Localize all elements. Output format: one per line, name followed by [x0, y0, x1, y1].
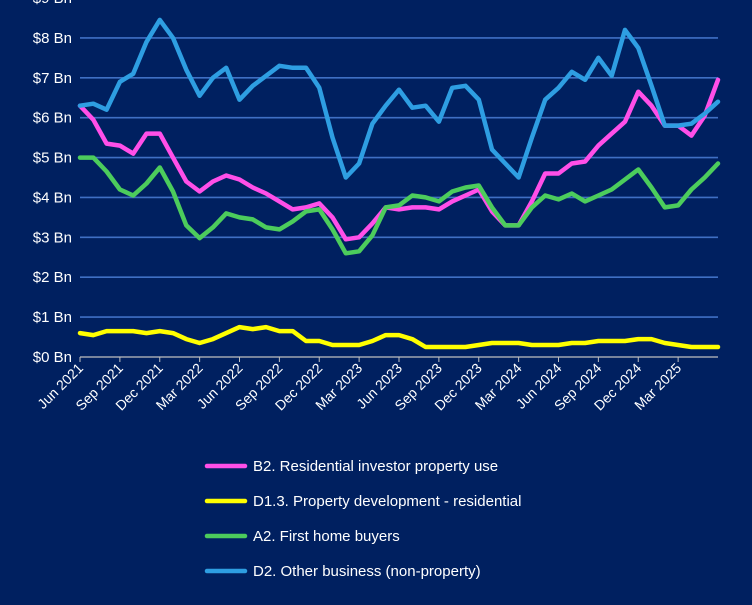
y-tick-label: $0 Bn: [33, 349, 72, 366]
series-layer: [77, 17, 721, 350]
y-tick-label: $5 Bn: [33, 150, 72, 167]
y-tick-label: $4 Bn: [33, 189, 72, 206]
y-tick-label: $8 Bn: [33, 30, 72, 47]
y-axis-ticks: $0 Bn $1 Bn $2 Bn $3 Bn $4 Bn $5 Bn $6 Bn $7 Bn…: [33, 0, 72, 366]
y-tick-label: $7 Bn: [33, 70, 72, 87]
legend-label: B2. Residential investor property use: [253, 458, 498, 475]
legend-label: D1.3. Property development - residential: [253, 493, 521, 510]
y-tick-label: $1 Bn: [33, 309, 72, 326]
series-line-2: [77, 324, 721, 350]
grid-layer: [80, 37, 718, 358]
series-line-1: [77, 77, 721, 242]
series-line-4: [77, 17, 721, 180]
y-tick-label: $6 Bn: [33, 110, 72, 127]
legend-label: D2. Other business (non-property): [253, 563, 481, 580]
series-line-3: [77, 155, 721, 256]
y-tick-label: $9 Bn: [33, 0, 72, 7]
legend-label: A2. First home buyers: [253, 528, 400, 545]
y-tick-label: $2 Bn: [33, 269, 72, 286]
y-tick-label: $3 Bn: [33, 229, 72, 246]
legend: B2. Residential investor property use D1.…: [204, 458, 521, 580]
